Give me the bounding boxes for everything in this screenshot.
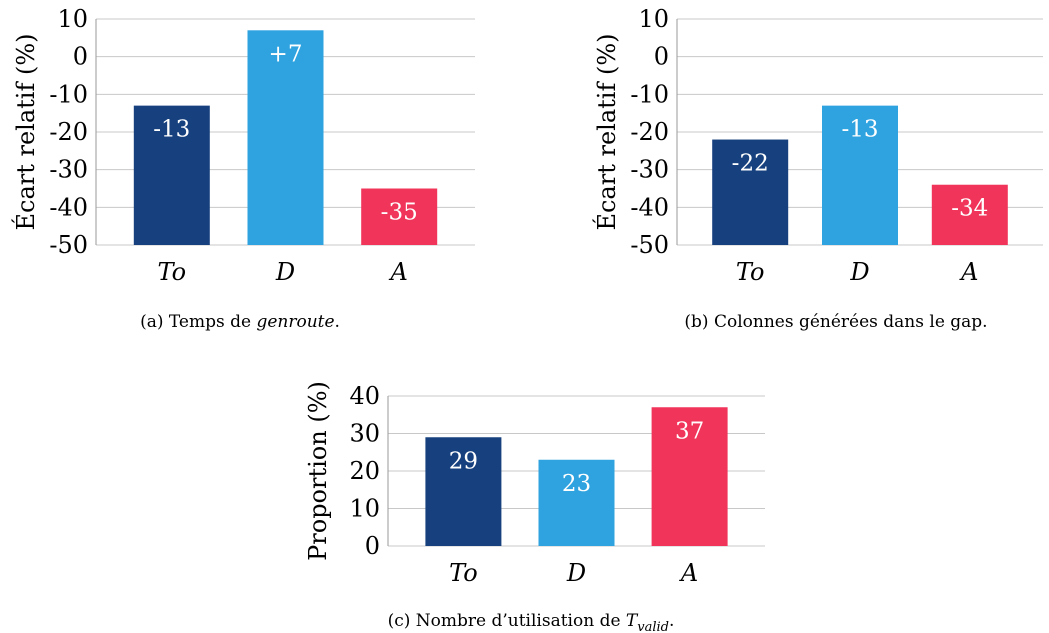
y-tick-label: -40 xyxy=(49,193,88,221)
x-tick-label: To xyxy=(449,559,478,587)
y-axis-label: Écart relatif (%) xyxy=(11,33,40,230)
caption-emphasis: genroute xyxy=(256,312,334,332)
y-tick-label: -30 xyxy=(49,156,88,184)
caption-suffix: . xyxy=(335,312,340,332)
chart-a: 10 0 -10 -20 -30 -40 -50 Écart relatif (%) -13 To… xyxy=(11,5,475,332)
caption-suffix: . xyxy=(669,611,674,631)
chart-b: 10 0 -10 -20 -30 -40 -50 Écart relatif (%) -22 To… xyxy=(592,5,1043,332)
x-tick-label: To xyxy=(158,258,187,286)
y-tick-label: -40 xyxy=(630,193,669,221)
data-label: -13 xyxy=(153,117,190,143)
y-tick-label: 0 xyxy=(654,43,669,71)
bar-A xyxy=(361,188,438,245)
data-label: 23 xyxy=(562,471,591,497)
x-tick-label: A xyxy=(959,258,978,286)
y-tick-label: 10 xyxy=(57,5,88,33)
x-tick-label: A xyxy=(389,258,408,286)
data-label: -22 xyxy=(732,151,769,177)
caption-text: (c) Nombre d’utilisation de xyxy=(388,611,626,631)
bar-D xyxy=(247,30,324,245)
bar-A xyxy=(651,407,728,546)
y-tick-label: 40 xyxy=(349,382,380,410)
bar-To xyxy=(425,437,502,546)
caption: (a) Temps de genroute. xyxy=(140,312,340,332)
caption-subscript: valid xyxy=(637,620,669,633)
x-tick-label: D xyxy=(849,258,869,286)
caption: (c) Nombre d’utilisation de Tvalid. xyxy=(388,611,675,633)
y-tick-label: -10 xyxy=(49,80,88,108)
y-axis-label: Proportion (%) xyxy=(304,381,332,561)
y-tick-label: 10 xyxy=(349,495,380,523)
y-tick-label: -30 xyxy=(630,156,669,184)
x-tick-label: D xyxy=(275,258,295,286)
bar-A xyxy=(931,184,1008,245)
data-label: -35 xyxy=(381,200,418,226)
y-tick-label: 0 xyxy=(73,43,88,71)
y-axis-label: Écart relatif (%) xyxy=(592,33,621,230)
x-tick-label: A xyxy=(679,559,698,587)
data-label: 37 xyxy=(675,418,704,444)
y-tick-label: 20 xyxy=(349,457,380,485)
data-label: 29 xyxy=(449,448,478,474)
data-label: -34 xyxy=(951,196,988,222)
y-tick-label: -50 xyxy=(49,231,88,259)
bar-D xyxy=(822,105,898,245)
bar-To xyxy=(712,139,789,245)
y-tick-label: 30 xyxy=(349,420,380,448)
bar-To xyxy=(133,105,210,245)
x-tick-label: To xyxy=(736,258,765,286)
y-tick-label: -20 xyxy=(49,118,88,146)
y-tick-label: -50 xyxy=(630,231,669,259)
bar-D xyxy=(538,459,615,546)
y-tick-label: 10 xyxy=(638,5,669,33)
data-label: -13 xyxy=(841,117,878,143)
y-tick-label: -10 xyxy=(630,80,669,108)
caption-emphasis: T xyxy=(626,611,639,631)
caption: (b) Colonnes générées dans le gap. xyxy=(684,312,987,332)
x-tick-label: D xyxy=(566,559,586,587)
y-tick-label: 0 xyxy=(365,532,380,560)
caption-text: (b) Colonnes générées dans le gap. xyxy=(684,312,987,332)
data-label: +7 xyxy=(269,41,303,67)
chart-c: 40 30 20 10 0 Proportion (%) 29 To 23 D 37 A (c) Nom… xyxy=(304,381,765,633)
caption-text: (a) Temps de xyxy=(140,312,256,332)
y-tick-label: -20 xyxy=(630,118,669,146)
